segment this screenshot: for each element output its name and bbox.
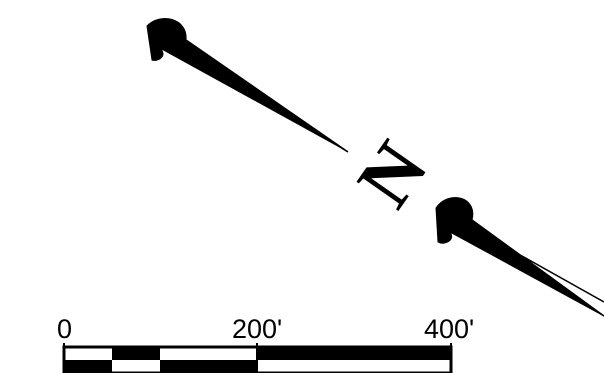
scale-label-0: 0 — [57, 314, 72, 344]
north-arrow: N — [146, 18, 604, 317]
scale-segment — [257, 360, 451, 373]
north-arrow-tail-edge — [149, 27, 349, 153]
scale-segment — [112, 360, 160, 373]
north-arrow-head-edge — [439, 209, 604, 317]
north-arrow-head-blade — [435, 197, 604, 317]
scale-label-200: 200' — [232, 314, 282, 344]
scale-segment — [64, 347, 112, 360]
scale-segment — [64, 360, 112, 373]
scale-segment — [160, 360, 257, 373]
scale-segment — [257, 347, 451, 360]
north-letter: N — [340, 126, 444, 222]
scale-segment — [112, 347, 160, 360]
scale-bar: 0 200' 400' — [57, 314, 474, 373]
scale-segment — [160, 347, 257, 360]
scale-label-400: 400' — [424, 314, 474, 344]
